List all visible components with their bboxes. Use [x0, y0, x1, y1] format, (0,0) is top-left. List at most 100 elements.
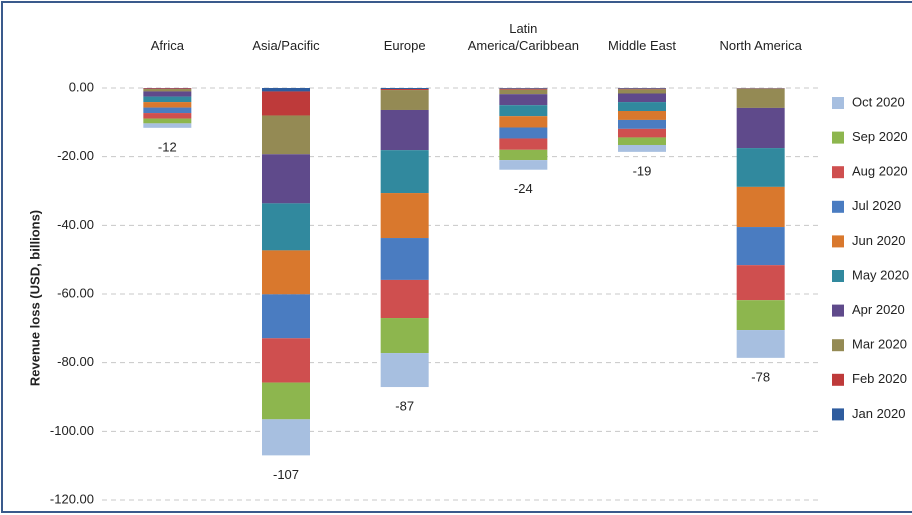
bar-segment	[618, 111, 666, 120]
bar-segment	[380, 193, 429, 239]
legend-label: Jan 2020	[852, 406, 906, 421]
y-tick-label: -20.00	[57, 148, 94, 163]
legend-swatch	[832, 131, 844, 144]
legend-swatch	[832, 270, 844, 282]
legend-swatch	[832, 166, 844, 179]
bar-segment	[380, 150, 429, 194]
bar-segment	[143, 96, 192, 103]
total-label: -24	[514, 181, 533, 196]
y-tick-label: 0.00	[69, 79, 94, 94]
bar-segment	[143, 107, 192, 114]
x-tick-label: Asia/Pacific	[252, 38, 320, 53]
x-tick-label: Middle East	[608, 38, 676, 53]
legend-swatch	[832, 200, 844, 213]
bar-segment	[143, 102, 192, 108]
x-tick-label: Europe	[383, 38, 426, 53]
bar-segment	[499, 88, 548, 89]
legend-label: Oct 2020	[852, 94, 905, 109]
bar-segment	[143, 88, 192, 90]
bar-segment	[380, 90, 429, 110]
bar-segment	[499, 138, 548, 150]
bar-segment	[618, 102, 666, 112]
bar-segment	[262, 382, 310, 420]
bar-segment	[143, 123, 192, 128]
legend-label: May 2020	[852, 267, 909, 282]
bar-segment	[380, 318, 429, 354]
bar-segment	[380, 89, 429, 91]
bar-segment	[143, 113, 192, 119]
legend-label: Jun 2020	[852, 233, 906, 248]
y-tick-label: -40.00	[57, 217, 94, 232]
bar-segment	[618, 128, 666, 138]
bar-segment	[262, 419, 310, 456]
bar-segment	[380, 353, 429, 388]
bar-segment	[262, 91, 310, 116]
bar-segment	[143, 118, 192, 124]
bar-segment	[736, 148, 785, 187]
bar-segment	[499, 127, 548, 139]
x-tick-label: Africa	[150, 38, 184, 53]
legend-label: Apr 2020	[852, 302, 905, 317]
bar-segment	[618, 93, 666, 103]
total-label: -87	[395, 398, 414, 413]
bar-segment	[618, 88, 666, 90]
bar-segment	[380, 279, 429, 319]
y-tick-label: -60.00	[57, 285, 94, 300]
bar-segment	[262, 338, 310, 383]
bar-segment	[736, 107, 785, 149]
total-label: -12	[158, 139, 177, 154]
bar-segment	[499, 116, 548, 128]
bar-segment	[380, 109, 429, 151]
legend-label: Sep 2020	[852, 129, 908, 144]
bar-segment	[736, 265, 785, 301]
bar-segment	[143, 91, 192, 97]
bar-segment	[262, 115, 310, 155]
y-tick-label: -100.00	[50, 423, 94, 438]
bar-segment	[380, 88, 429, 90]
bar-segment	[262, 294, 310, 339]
bar-segment	[618, 144, 666, 152]
total-label: -78	[751, 369, 770, 384]
bar-segment	[736, 186, 785, 228]
bar-segment	[262, 88, 310, 92]
bar-segment	[618, 88, 666, 89]
legend-swatch	[832, 373, 844, 386]
bar-segment	[499, 160, 548, 170]
legend-swatch	[832, 97, 844, 109]
bar-segment	[499, 149, 548, 161]
y-axis-label: Revenue loss (USD, billions)	[27, 210, 42, 386]
legend-swatch	[832, 235, 844, 248]
bar-segment	[618, 119, 666, 129]
total-label: -107	[273, 467, 299, 482]
bar-segment	[499, 94, 548, 106]
bar-segment	[736, 300, 785, 331]
legend-label: Mar 2020	[852, 337, 907, 352]
bar-segment	[618, 137, 666, 145]
bar-segment	[262, 250, 310, 295]
bar-segment	[736, 330, 785, 358]
bar-segment	[262, 154, 310, 204]
bar-segment	[380, 238, 429, 280]
x-tick-label: North America	[719, 38, 802, 53]
bar-segment	[262, 203, 310, 251]
bar-segment	[499, 89, 548, 95]
bar-segment	[736, 88, 785, 108]
legend-label: Jul 2020	[852, 198, 901, 213]
bar-segment	[618, 89, 666, 94]
y-tick-label: -80.00	[57, 354, 94, 369]
legend-label: Aug 2020	[852, 164, 908, 179]
total-label: -19	[633, 163, 652, 178]
legend-label: Feb 2020	[852, 371, 907, 386]
bar-segment	[499, 88, 548, 90]
bar-segment	[143, 89, 192, 92]
legend-swatch	[832, 304, 844, 317]
y-tick-label: -120.00	[50, 491, 94, 506]
x-tick-label: Latin America/Caribbean	[467, 21, 579, 53]
bar-segment	[736, 227, 785, 266]
legend-swatch	[832, 408, 844, 421]
bar-segment	[499, 105, 548, 117]
legend-swatch	[832, 339, 844, 352]
